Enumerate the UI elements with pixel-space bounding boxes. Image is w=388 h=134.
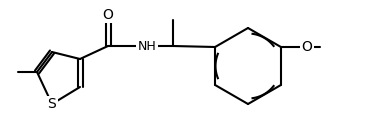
Text: NH: NH xyxy=(138,40,156,53)
Text: O: O xyxy=(102,8,113,22)
Text: O: O xyxy=(301,40,312,54)
Text: S: S xyxy=(48,97,56,111)
